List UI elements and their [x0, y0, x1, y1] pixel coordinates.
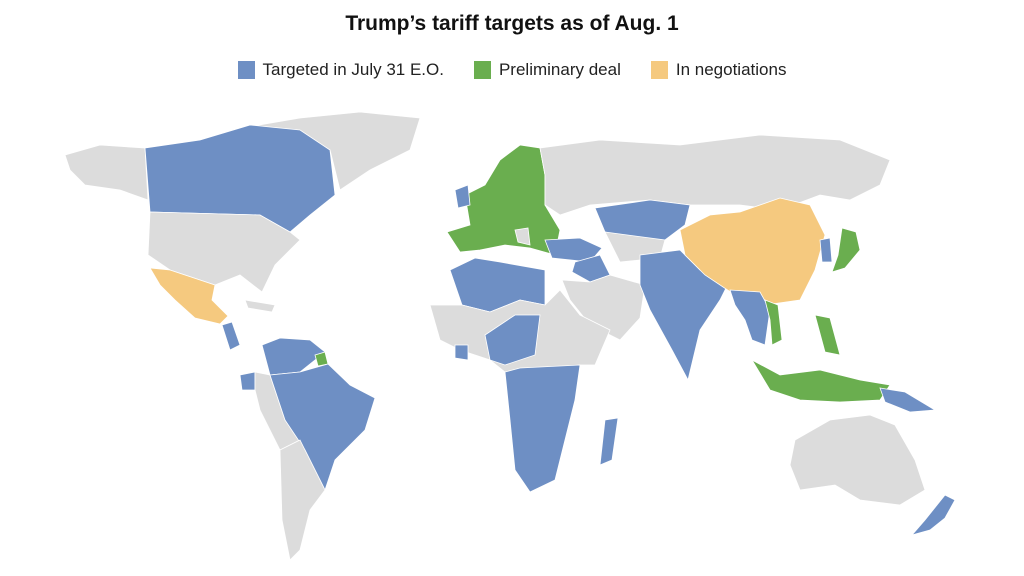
legend-item-negotiations: In negotiations	[650, 60, 787, 80]
legend-label: Preliminary deal	[498, 60, 621, 79]
china	[679, 197, 826, 306]
new-zealand	[910, 494, 956, 536]
middle-east	[561, 274, 646, 341]
southeast-asia	[729, 289, 771, 346]
legend-item-deal: Preliminary deal	[473, 60, 621, 80]
ecuador	[239, 371, 256, 391]
legend: Targeted in July 31 E.O. Preliminary dea…	[0, 60, 1024, 80]
caribbean	[244, 299, 276, 313]
southern-africa	[504, 364, 581, 493]
legend-swatch-blue	[237, 61, 255, 79]
mongolia-korea	[819, 237, 833, 263]
brazil	[269, 363, 376, 492]
australia	[789, 414, 926, 506]
french-guiana	[314, 351, 329, 367]
vietnam	[764, 299, 783, 346]
argentina-chile	[279, 439, 326, 561]
legend-swatch-green	[473, 61, 491, 79]
madagascar	[599, 417, 619, 466]
central-america	[221, 321, 241, 351]
philippines	[814, 314, 841, 356]
map-title: Trump’s tariff targets as of Aug. 1	[345, 12, 679, 35]
uk	[454, 184, 471, 209]
usa	[147, 211, 301, 293]
nigeria-chad	[484, 314, 541, 366]
papua-new-guinea	[879, 387, 937, 413]
legend-item-targeted: Targeted in July 31 E.O.	[237, 60, 444, 80]
indonesia	[750, 358, 891, 403]
russia	[539, 134, 891, 216]
legend-label: In negotiations	[675, 60, 787, 79]
balkans	[514, 227, 531, 246]
legend-swatch-orange	[650, 61, 668, 79]
turkey	[544, 237, 603, 263]
ivory-coast	[454, 344, 469, 361]
legend-label: Targeted in July 31 E.O.	[262, 60, 444, 79]
mexico	[149, 267, 229, 325]
alaska	[64, 144, 149, 201]
japan	[831, 227, 861, 273]
